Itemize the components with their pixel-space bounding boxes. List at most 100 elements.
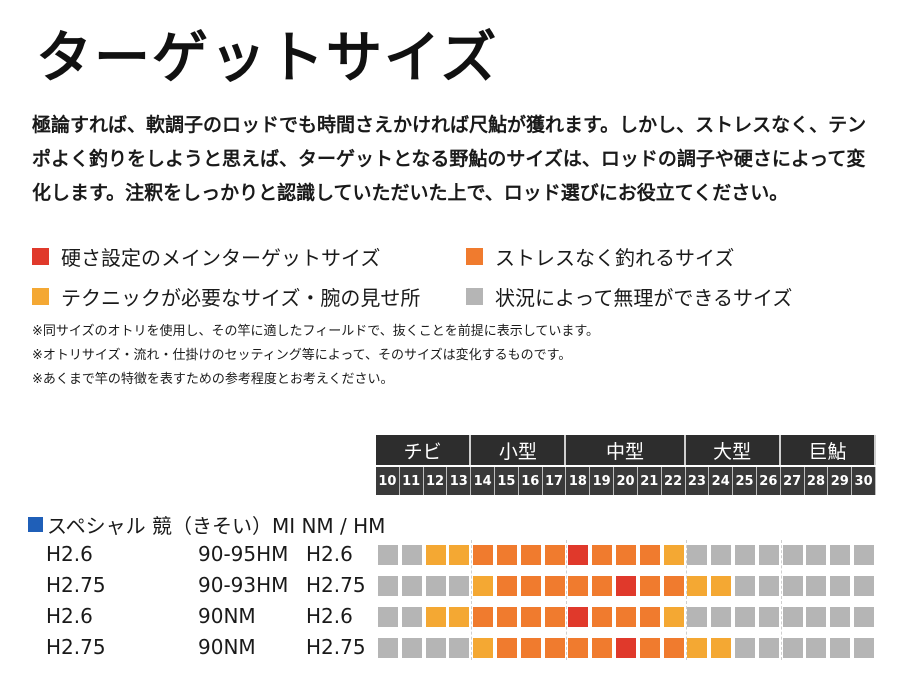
rod-spec-label: 90NM	[198, 604, 256, 628]
size-cell	[711, 607, 732, 627]
size-cell	[473, 576, 494, 596]
size-cell	[616, 545, 636, 565]
size-cell	[616, 576, 636, 596]
size-cell	[377, 607, 398, 627]
size-cell	[377, 638, 398, 658]
size-cell	[830, 638, 851, 658]
size-cell	[520, 576, 541, 596]
size-tick-label: 15	[495, 467, 519, 495]
size-cell	[782, 638, 803, 658]
size-cell	[830, 607, 851, 627]
rod-name-label: H2.75	[46, 635, 106, 659]
size-cell	[735, 576, 756, 596]
legend-swatch-yellow	[32, 288, 49, 305]
legend-item-main-target: 硬さ設定のメインターゲットサイズ	[32, 242, 380, 271]
series-title-label: スペシャル 競（きそい）MI NM / HM	[47, 514, 386, 538]
size-cell	[806, 607, 827, 627]
size-tick-label: 22	[661, 467, 686, 495]
size-cell	[711, 576, 732, 596]
legend-label: テクニックが必要なサイズ・腕の見せ所	[61, 286, 421, 310]
legend-label: 硬さ設定のメインターゲットサイズ	[61, 246, 381, 270]
size-cell	[401, 607, 422, 627]
size-tick-label: 16	[518, 467, 543, 495]
size-cell	[568, 607, 589, 627]
rod-row: H2.6 90-95HM H2.6	[0, 540, 900, 568]
size-tick-label: 30	[852, 467, 876, 495]
size-cell	[687, 638, 708, 658]
size-tick-label: 29	[828, 467, 853, 495]
size-cell	[687, 607, 708, 627]
size-band-label: 小型	[471, 435, 567, 465]
size-tick-label: 26	[756, 467, 781, 495]
size-cell	[520, 607, 541, 627]
size-cell	[758, 576, 779, 596]
size-cell	[639, 545, 660, 565]
size-cell	[377, 545, 398, 565]
size-cell	[663, 607, 684, 627]
size-cell	[711, 638, 732, 658]
size-cell	[401, 545, 422, 565]
size-band-label: 中型	[566, 435, 686, 465]
size-tick-label: 27	[780, 467, 805, 495]
size-cell	[544, 576, 565, 596]
size-cell	[854, 576, 875, 596]
size-cell	[496, 576, 517, 596]
intro-line: 化します。注釈をしっかりと認識していただいた上で、ロッド選びにお役立てください。	[32, 182, 789, 204]
rod-spec-label: 90-95HM	[198, 542, 289, 566]
legend-swatch-gray	[466, 288, 483, 305]
note-line: ※オトリサイズ・流れ・仕掛けのセッティング等によって、そのサイズは変化するもので…	[32, 348, 572, 363]
size-cell	[854, 545, 875, 565]
size-cell	[544, 638, 565, 658]
size-cell	[425, 638, 446, 658]
series-marker-icon	[28, 517, 43, 532]
size-tick-label: 28	[804, 467, 829, 495]
rod-name2-label: H2.6	[306, 604, 353, 628]
size-tick-label: 14	[471, 467, 496, 495]
size-cell	[687, 545, 708, 565]
rod-name-label: H2.6	[46, 604, 93, 628]
rod-row: H2.6 90NM H2.6	[0, 602, 900, 630]
size-tick-label: 17	[542, 467, 567, 495]
size-tick-label: 12	[423, 467, 448, 495]
rod-name2-label: H2.6	[306, 542, 353, 566]
size-cell	[616, 607, 636, 627]
size-cell	[639, 576, 660, 596]
intro-line: 極論すれば、軟調子のロッドでも時間さえかければ尺鮎が獲れます。しかし、ストレスな…	[32, 114, 867, 136]
size-cell	[616, 638, 636, 658]
size-cell	[758, 545, 779, 565]
size-cell	[544, 545, 565, 565]
size-cell	[830, 576, 851, 596]
band-divider	[566, 540, 568, 660]
rod-spec-label: 90NM	[198, 635, 256, 659]
rod-row: H2.75 90NM H2.75	[0, 633, 900, 661]
rod-name2-label: H2.75	[306, 573, 366, 597]
size-cell	[449, 545, 470, 565]
size-cell	[520, 545, 541, 565]
size-cell	[520, 638, 541, 658]
size-cell	[854, 638, 875, 658]
size-cell	[806, 638, 827, 658]
size-band-label: 巨鮎	[780, 435, 876, 465]
size-cell	[473, 545, 494, 565]
size-cell	[854, 607, 875, 627]
size-cell	[592, 576, 613, 596]
size-tick-label: 23	[685, 467, 710, 495]
size-cell	[496, 545, 517, 565]
intro-paragraph: 極論すれば、軟調子のロッドでも時間さえかければ尺鮎が獲れます。しかし、ストレスな…	[32, 108, 882, 210]
size-cell	[377, 576, 398, 596]
size-tick-label: 24	[709, 467, 734, 495]
legend-item-situational: 状況によって無理ができるサイズ	[466, 282, 792, 311]
size-cell	[806, 545, 827, 565]
size-tick-label: 21	[637, 467, 662, 495]
size-cell	[782, 607, 803, 627]
legend-swatch-red	[32, 248, 49, 265]
size-cell	[496, 607, 517, 627]
size-cell	[663, 576, 684, 596]
size-cell	[663, 638, 684, 658]
size-cell	[401, 638, 422, 658]
size-cell	[425, 607, 446, 627]
size-cell	[663, 545, 684, 565]
size-cell	[735, 545, 756, 565]
band-divider	[471, 540, 473, 660]
size-tick-label: 18	[566, 467, 591, 495]
